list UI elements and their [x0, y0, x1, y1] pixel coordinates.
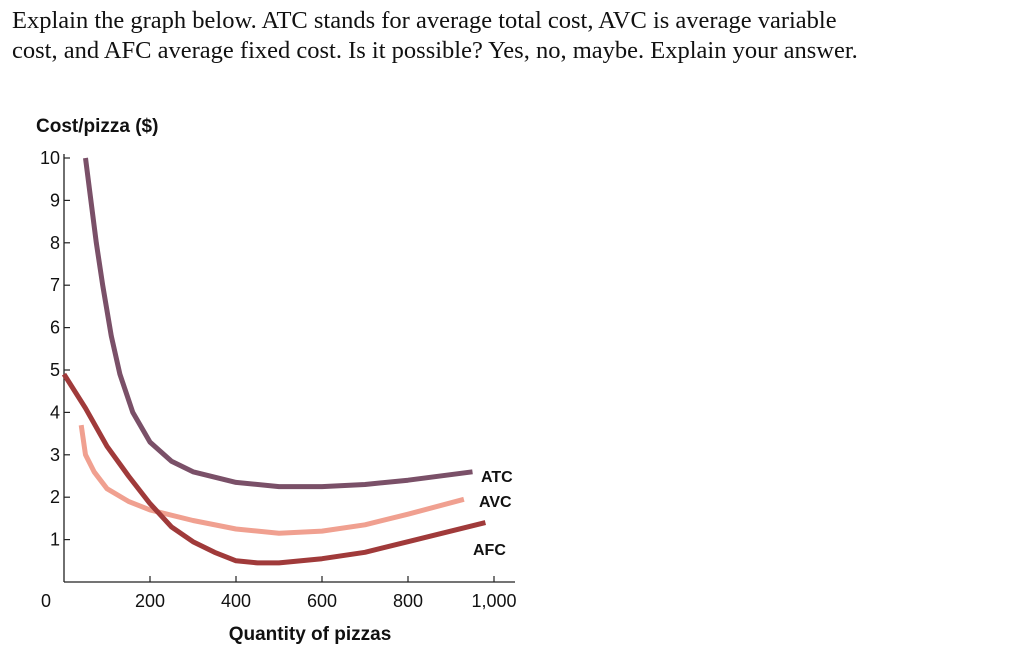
question-line-1: Explain the graph below. ATC stands for … [12, 7, 837, 34]
y-tick-label: 10 [40, 148, 60, 168]
afc-curve [61, 372, 486, 566]
x-axis-label: Quantity of pizzas [229, 624, 392, 645]
question-text: Explain the graph below. ATC stands for … [12, 6, 1012, 66]
x-tick-label: 200 [135, 591, 165, 611]
series-layer [61, 157, 486, 566]
atc-curve [83, 157, 473, 490]
y-tick-label: 2 [50, 487, 60, 507]
avc-label: AVC [479, 494, 512, 511]
y-tick-label: 5 [50, 360, 60, 380]
x-tick-label: 1,000 [471, 591, 516, 611]
x-tick-label: 0 [41, 591, 51, 611]
y-axis-ticks: 1 2 3 4 5 6 7 8 9 10 [40, 148, 70, 550]
atc-label: ATC [481, 469, 513, 486]
y-axis-label: Cost/pizza ($) [36, 116, 158, 137]
avc-curve [78, 424, 465, 536]
y-tick-label: 4 [50, 402, 60, 422]
x-tick-label: 600 [307, 591, 337, 611]
x-tick-label: 800 [393, 591, 423, 611]
afc-label: AFC [473, 542, 506, 559]
y-tick-label: 3 [50, 445, 60, 465]
y-tick-label: 6 [50, 318, 60, 338]
x-axis-ticks: 0 200 400 600 800 1,000 [41, 576, 517, 611]
y-tick-label: 9 [50, 190, 60, 210]
x-tick-label: 400 [221, 591, 251, 611]
y-tick-label: 8 [50, 233, 60, 253]
question-line-2: cost, and AFC average fixed cost. Is it … [12, 37, 858, 64]
y-tick-label: 7 [50, 275, 60, 295]
y-tick-label: 1 [50, 530, 60, 550]
